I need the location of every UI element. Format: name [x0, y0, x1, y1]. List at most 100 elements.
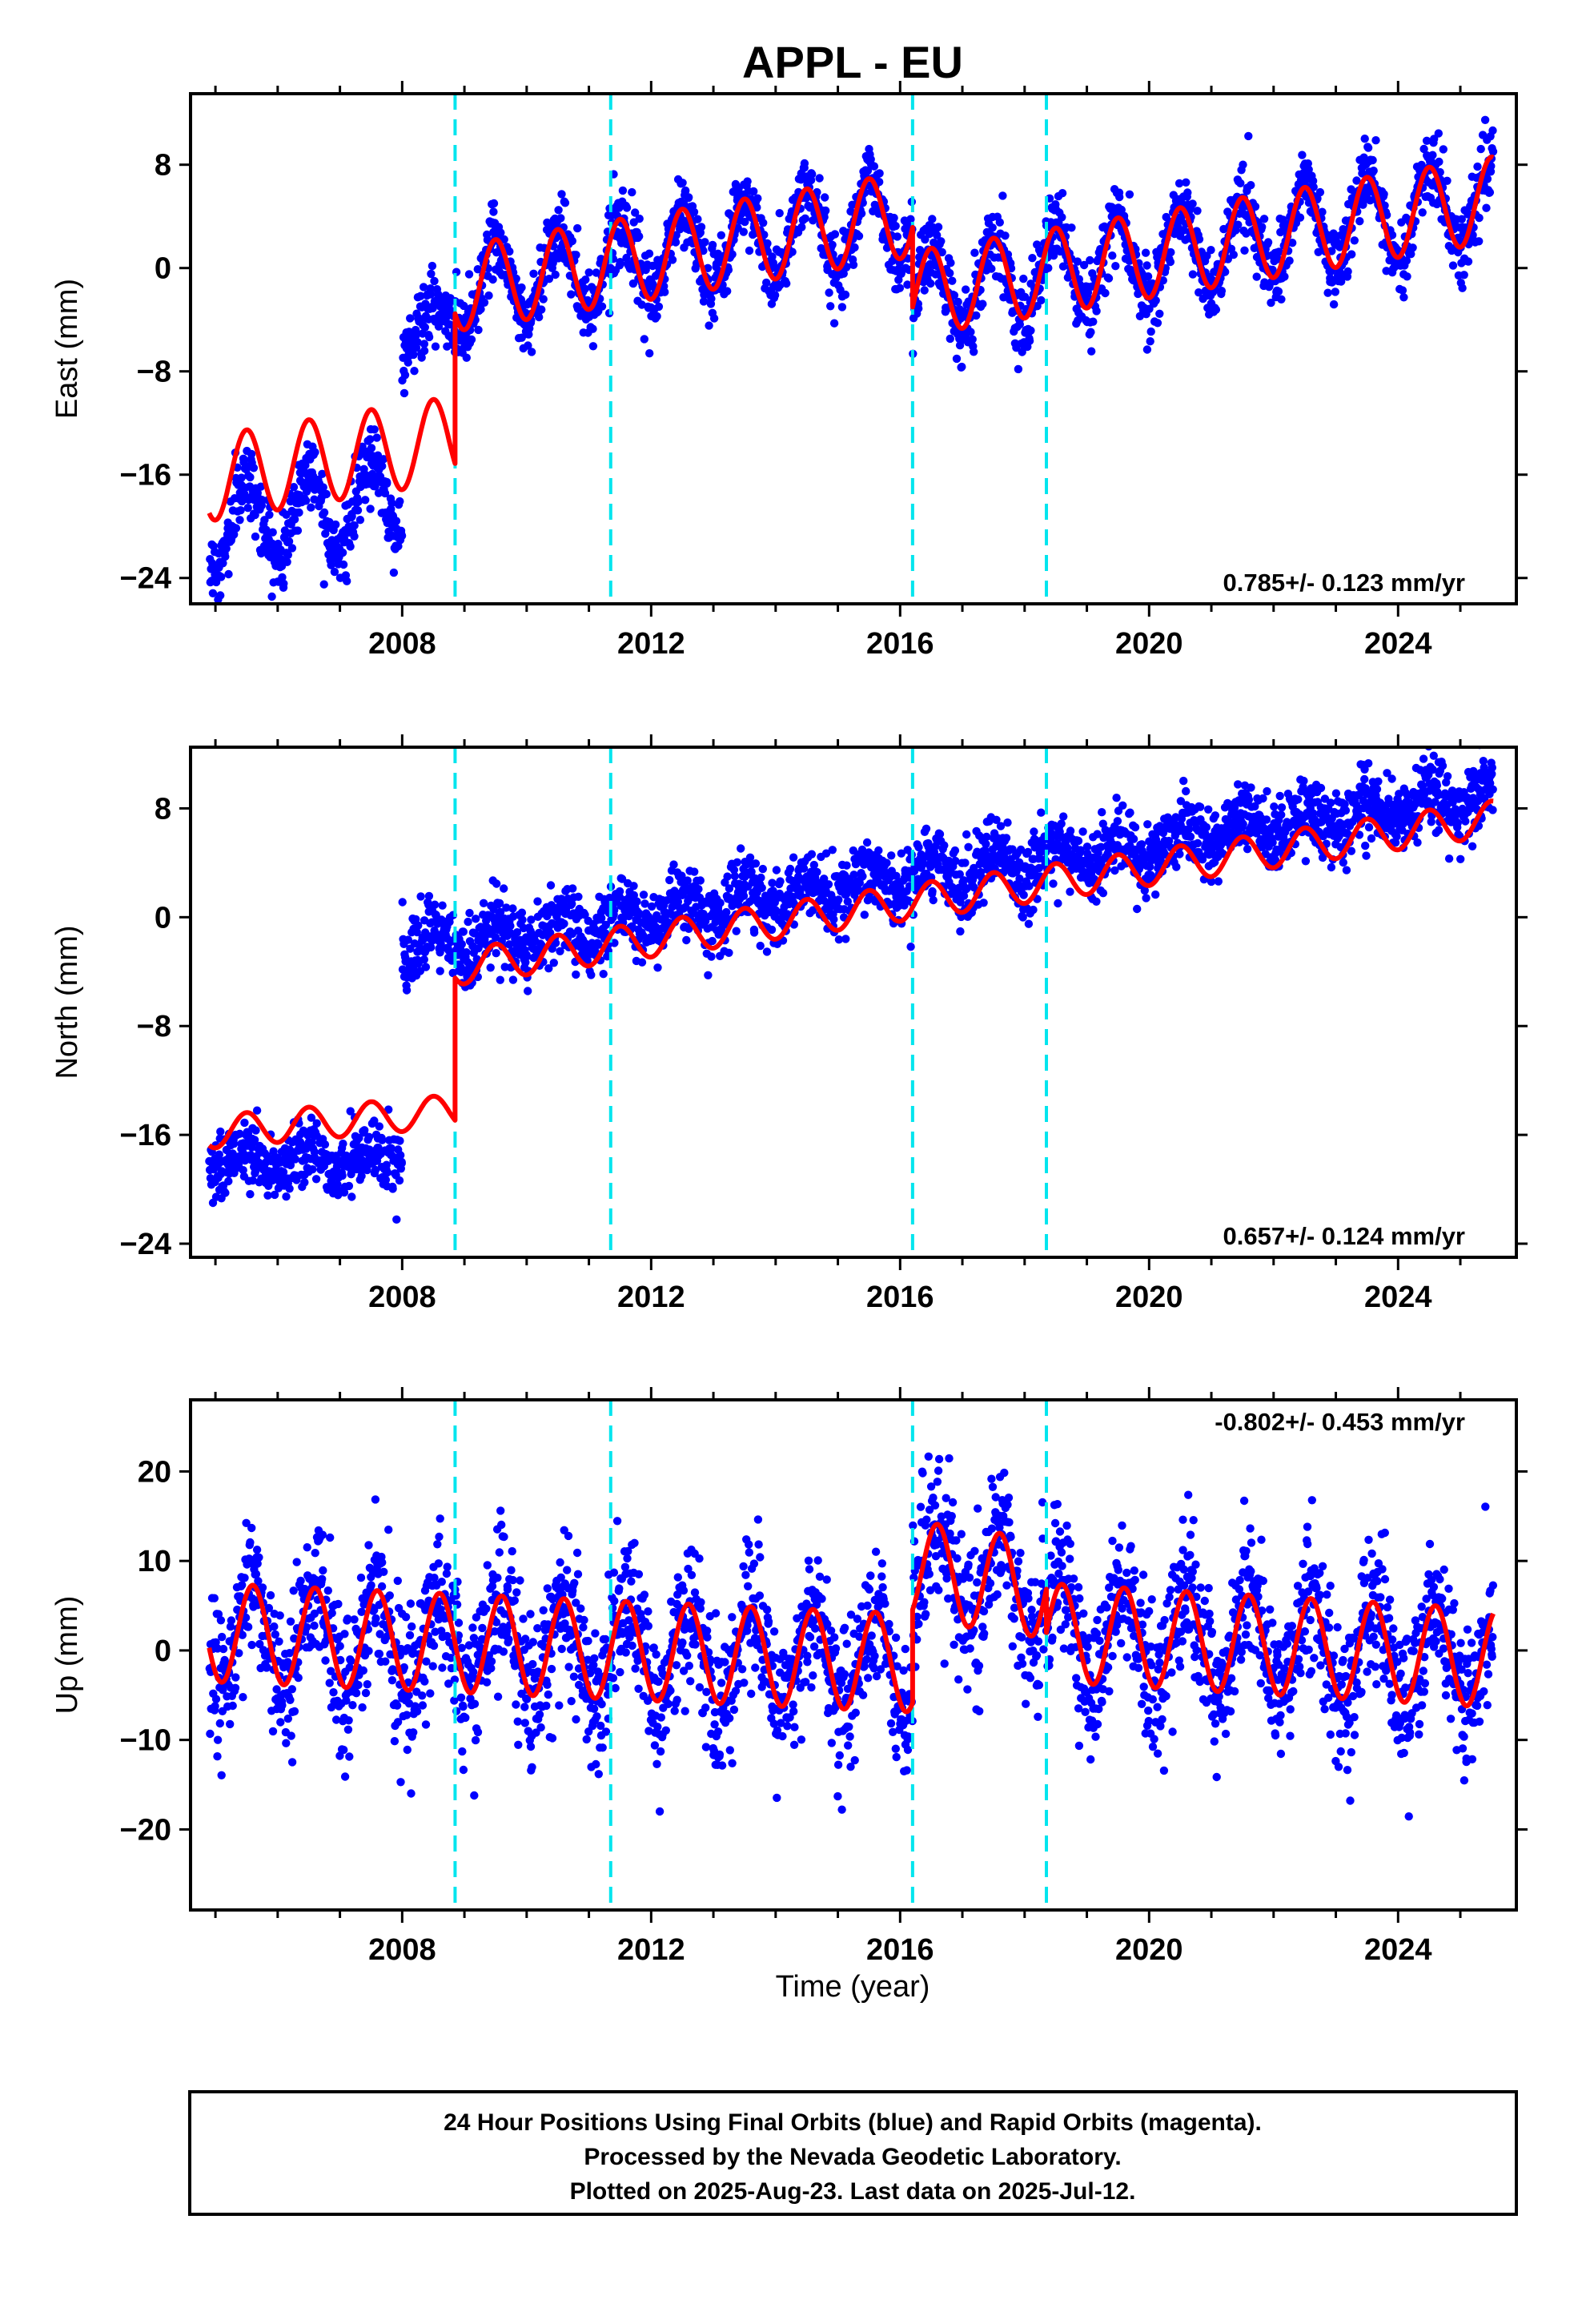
data-point [1399, 293, 1408, 302]
data-point [699, 297, 709, 306]
data-point [284, 537, 294, 546]
data-point [970, 348, 978, 356]
data-point [1458, 283, 1467, 292]
data-point [282, 1192, 291, 1201]
data-point [402, 986, 412, 995]
data-point [400, 388, 409, 398]
data-point [460, 301, 468, 311]
data-point [637, 958, 647, 967]
data-point [308, 1165, 317, 1174]
data-point [224, 1176, 233, 1186]
data-point [893, 232, 902, 241]
data-point [914, 304, 923, 313]
data-point [355, 516, 365, 525]
data-point [278, 573, 287, 582]
data-point [568, 884, 577, 893]
data-point [217, 573, 226, 581]
data-point [972, 311, 981, 320]
data-point [1443, 176, 1452, 185]
data-point [815, 174, 824, 183]
data-point [350, 521, 359, 530]
data-point [283, 557, 291, 566]
data-point [312, 1119, 321, 1128]
data-point [1274, 287, 1283, 296]
data-point [438, 901, 447, 910]
data-point [1439, 145, 1448, 154]
data-point [860, 911, 869, 919]
data-point [1029, 905, 1038, 915]
data-point [1186, 832, 1195, 842]
data-point [841, 935, 850, 943]
data-point [584, 268, 593, 277]
data-point [265, 510, 274, 519]
data-point [400, 371, 410, 380]
data-point [1158, 276, 1168, 285]
data-point [1188, 199, 1197, 208]
data-point [560, 199, 570, 207]
data-point [829, 915, 838, 924]
data-point [367, 444, 376, 452]
data-point [703, 263, 713, 272]
data-point [753, 194, 762, 203]
data-point [1023, 847, 1033, 857]
data-point [479, 899, 488, 908]
data-point [652, 312, 661, 321]
data-point [1360, 135, 1369, 143]
data-point [1142, 894, 1150, 903]
data-point [574, 892, 583, 902]
data-point [839, 269, 849, 278]
data-point [928, 215, 937, 223]
data-point [1193, 838, 1203, 848]
data-point [699, 246, 708, 255]
data-point [395, 1176, 404, 1185]
data-point [906, 215, 915, 223]
data-point [389, 568, 399, 577]
data-point [1089, 317, 1098, 326]
data-point [862, 838, 872, 847]
data-point [800, 159, 809, 168]
data-point [240, 1118, 249, 1128]
data-point [420, 346, 429, 356]
data-point [622, 253, 631, 263]
data-point [644, 249, 654, 258]
data-point [694, 885, 703, 894]
data-point [1239, 819, 1247, 829]
data-point [834, 895, 843, 904]
data-point [1059, 812, 1068, 821]
data-point [618, 186, 628, 195]
data-point [1398, 286, 1407, 295]
data-point [301, 497, 311, 505]
data-point [1130, 822, 1140, 832]
data-point [639, 891, 648, 899]
data-point [1251, 202, 1260, 211]
data-point [1195, 235, 1204, 243]
data-point [716, 899, 725, 907]
data-point [1243, 845, 1252, 854]
data-point [529, 269, 538, 278]
data-point [863, 167, 873, 175]
data-point [492, 879, 501, 888]
data-point [693, 215, 702, 223]
data-point [946, 268, 954, 278]
data-point [546, 881, 556, 890]
data-point [517, 908, 527, 917]
data-point [875, 169, 884, 178]
data-point [767, 925, 777, 935]
data-point [1166, 257, 1175, 267]
data-point [512, 274, 520, 283]
data-point [1086, 255, 1094, 265]
data-point [572, 251, 580, 259]
data-point [1129, 834, 1138, 843]
data-point [1211, 305, 1221, 314]
data-point [388, 1184, 397, 1193]
data-point [799, 864, 809, 873]
data-point [242, 465, 251, 474]
data-point [928, 887, 937, 896]
data-point [1239, 160, 1247, 169]
data-point [1143, 272, 1153, 281]
data-point [891, 222, 900, 231]
data-point [230, 530, 239, 539]
data-point [392, 1215, 401, 1224]
data-point [549, 959, 558, 967]
